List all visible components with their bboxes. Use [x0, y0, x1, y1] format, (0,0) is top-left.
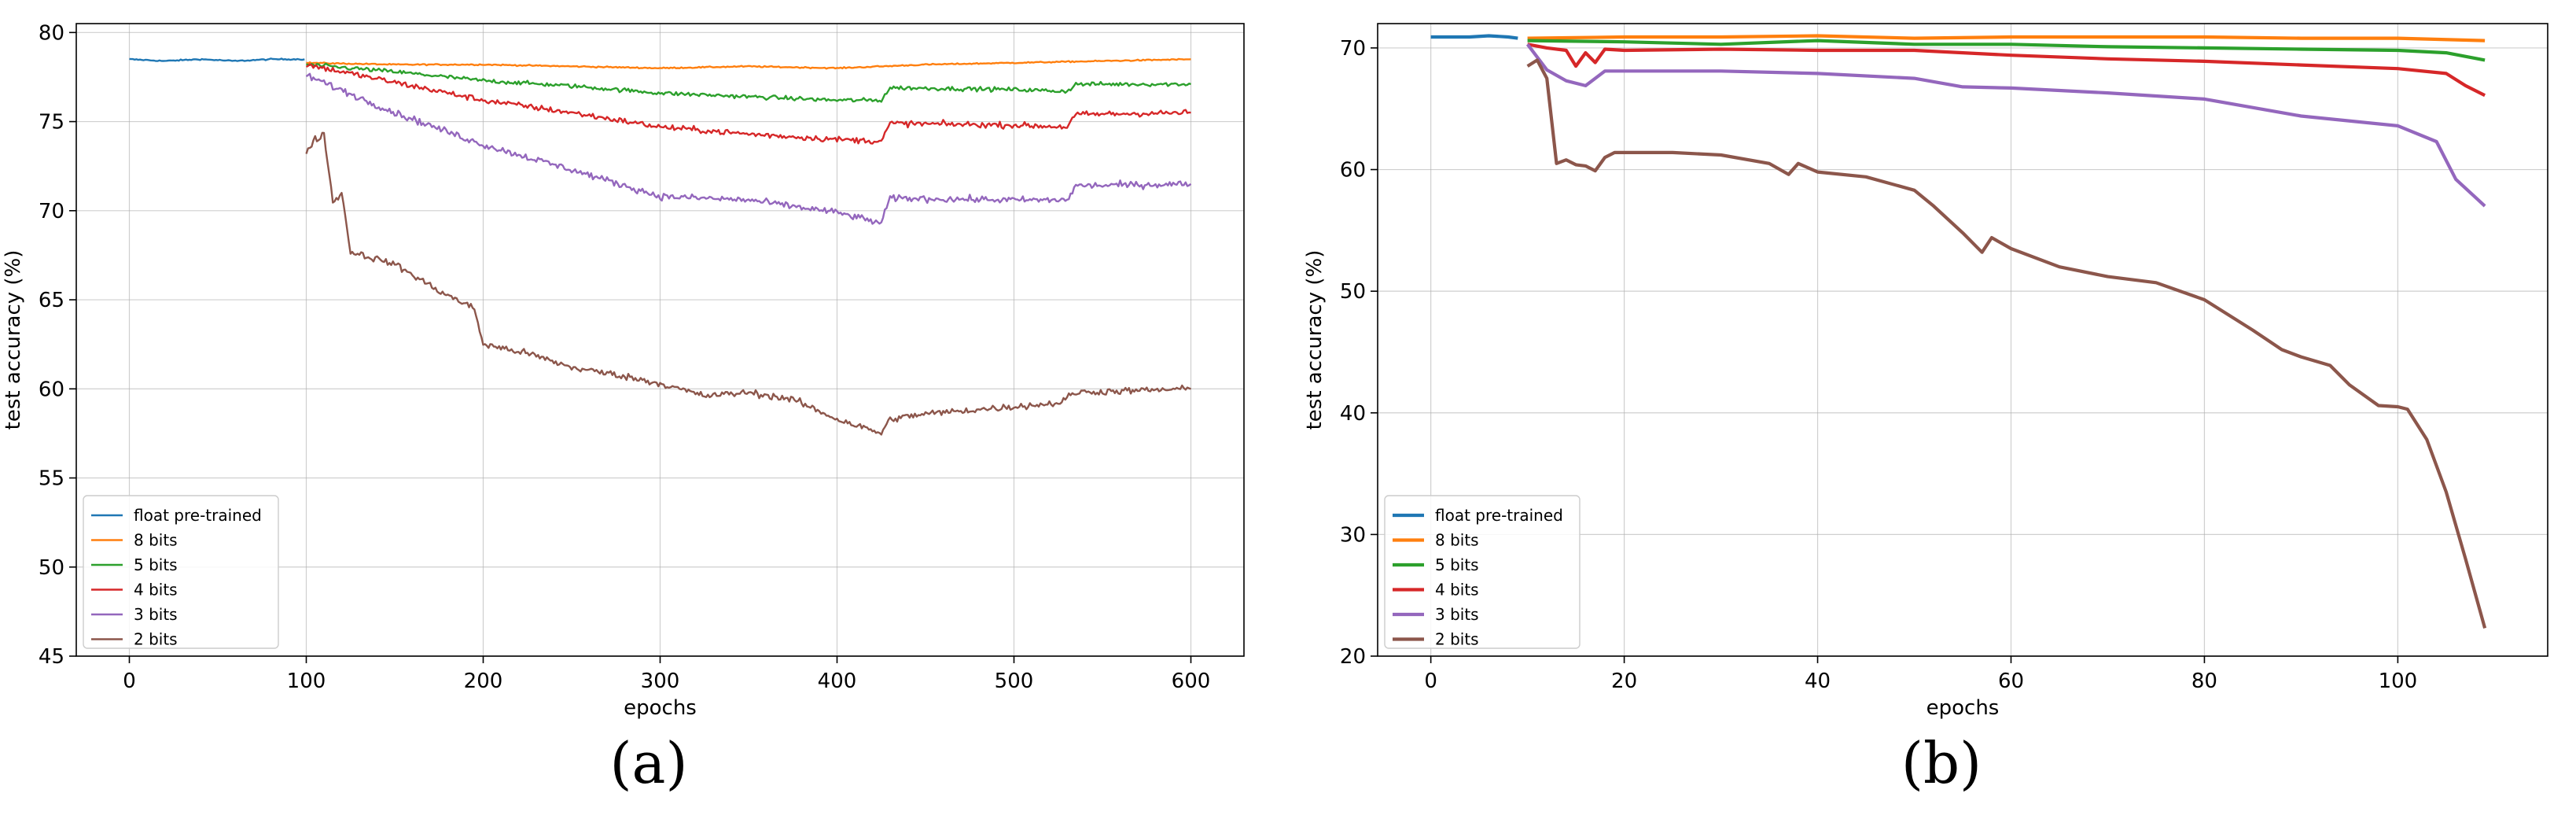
y-tick-label: 20	[1340, 645, 1366, 669]
x-tick-label: 0	[123, 670, 136, 693]
y-tick-label: 55	[39, 467, 64, 491]
legend-entry-label: 2 bits	[134, 630, 178, 649]
series-line-8-bits	[306, 57, 1191, 70]
legend-entry-label: 4 bits	[134, 581, 178, 599]
y-tick-label: 65	[39, 289, 64, 312]
legend-entry-label: float pre-trained	[134, 506, 262, 525]
legend-entry-label: 3 bits	[1435, 605, 1479, 624]
series-line-5-bits	[1527, 39, 2486, 62]
x-tick-label: 600	[1172, 670, 1211, 693]
x-axis-label: epochs	[624, 696, 697, 720]
series-line-4-bits	[305, 63, 1191, 145]
y-tick-label: 40	[1340, 402, 1366, 426]
panel-b-chart: 0 20 40 60 80 100 20 30 40 50 60 70 epochs test accur…	[1303, 23, 2548, 796]
y-tick-label: 30	[1340, 523, 1366, 547]
legend: float pre-trained 8 bits 5 bits 4 bits 3 bit…	[1384, 495, 1581, 649]
x-tick-label: 200	[464, 670, 503, 693]
y-tick-label: 60	[1340, 159, 1366, 183]
series-line-3-bits	[1525, 43, 2486, 208]
y-axis-label: test accuracy (%)	[1303, 250, 1327, 430]
grid	[76, 24, 1244, 657]
series-line-2-bits	[1526, 58, 2487, 629]
x-tick-label: 20	[1611, 670, 1637, 693]
series-line-3-bits	[305, 72, 1192, 225]
plot-frame	[1377, 23, 2548, 657]
legend-entry-label: 2 bits	[1435, 630, 1479, 649]
series-line-5-bits	[306, 62, 1191, 103]
x-tick-label: 60	[1998, 670, 2024, 693]
y-tick-label: 70	[1340, 37, 1366, 61]
x-tick-label: 100	[287, 670, 326, 693]
y-axis-label: test accuracy (%)	[2, 250, 25, 430]
legend: float pre-trained 8 bits 5 bits 4 bits 3 bit…	[83, 495, 279, 649]
y-tick-label: 80	[39, 21, 64, 45]
y-tick-label: 60	[39, 378, 64, 401]
series-line-float-pre-trained	[129, 57, 305, 62]
x-tick-label: 500	[995, 670, 1034, 693]
series-line-8-bits	[1527, 34, 2486, 42]
legend-entry-label: 3 bits	[134, 605, 178, 624]
series-line-2-bits	[305, 131, 1191, 436]
y-tick-label: 45	[39, 645, 64, 669]
series-group	[129, 57, 1192, 436]
x-tick-label: 100	[2379, 670, 2418, 693]
y-tick-label: 50	[1340, 280, 1366, 304]
y-tick-label: 75	[39, 111, 64, 135]
panel-a-chart: 0 100 200 300 400 500 600 45 50 55 60 65 70 75 80 epoch…	[2, 21, 1245, 796]
x-tick-label: 400	[818, 670, 857, 693]
legend-entry-label: 8 bits	[1435, 531, 1479, 550]
x-tick-label: 40	[1805, 670, 1831, 693]
legend-box	[83, 495, 279, 649]
legend-box	[1384, 495, 1581, 649]
x-tick-label: 80	[2191, 670, 2217, 693]
x-tick-label: 0	[1424, 670, 1437, 693]
y-tick-label: 70	[39, 200, 64, 223]
legend-entry-label: 8 bits	[134, 531, 178, 550]
series-line-float-pre-trained	[1430, 34, 1518, 40]
x-tick-label: 300	[641, 670, 680, 693]
series-line-4-bits	[1527, 42, 2486, 98]
y-tick-label: 50	[39, 556, 64, 580]
legend-entry-label: 5 bits	[1435, 555, 1479, 574]
legend-entry-label: 5 bits	[134, 555, 178, 574]
x-axis-label: epochs	[1926, 696, 2000, 720]
legend-entry-label: 4 bits	[1435, 581, 1479, 599]
panel-caption: (a)	[609, 730, 687, 796]
panel-caption: (b)	[1901, 730, 1982, 796]
series-group	[1430, 34, 2487, 629]
legend-entry-label: float pre-trained	[1435, 506, 1563, 525]
